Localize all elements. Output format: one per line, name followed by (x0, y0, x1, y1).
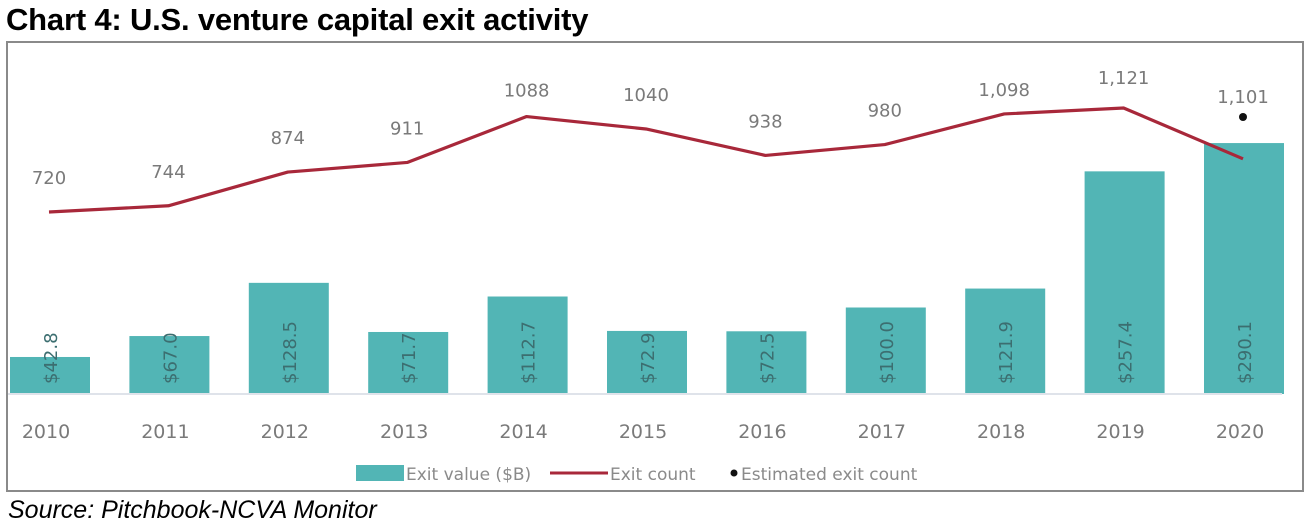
exit-count-line (48, 106, 1244, 214)
legend-swatch-exit-value (356, 465, 404, 481)
line-label-2016: 938 (748, 111, 782, 132)
x-tick-2020: 2020 (1216, 421, 1264, 443)
line-label-2012: 874 (271, 128, 305, 149)
line-label-2013: 911 (390, 118, 424, 139)
x-tick-2011: 2011 (141, 421, 189, 443)
x-tick-2019: 2019 (1096, 421, 1144, 443)
x-tick-2015: 2015 (619, 421, 667, 443)
bar-2018 (965, 288, 1046, 394)
bar-label-2016: $72.5 (757, 332, 778, 384)
bar-2010 (10, 356, 90, 394)
x-tick-2016: 2016 (738, 421, 786, 443)
x-tick-2014: 2014 (499, 421, 547, 443)
line-label-2014: 1088 (504, 81, 550, 102)
bar-labels: $42.8 $67.0 $128.5 $71.7 $112.7 $72.9 $72.5 $10… (41, 321, 1256, 384)
line-label-2018: 1,098 (978, 80, 1030, 101)
bar-label-2020: $290.1 (1235, 321, 1256, 384)
bar-label-2013: $71.7 (399, 332, 420, 384)
bar-2020 (1204, 143, 1284, 394)
x-tick-2017: 2017 (858, 421, 906, 443)
estimated-point-2020 (1239, 113, 1247, 121)
line-label-2017: 980 (868, 101, 902, 122)
chart-frame (6, 41, 1304, 492)
bar-label-2019: $257.4 (1116, 321, 1137, 384)
bar-label-2014: $112.7 (519, 321, 540, 384)
estimate-series: 1,101 (1217, 87, 1269, 121)
legend-label-estimated: Estimated exit count (741, 465, 918, 485)
x-tick-2010: 2010 (22, 421, 70, 443)
legend-swatch-estimated (730, 469, 738, 477)
line-label-2019: 1,121 (1098, 68, 1150, 89)
bar-2011 (129, 336, 210, 394)
line-label-2011: 744 (151, 162, 185, 183)
legend-label-exit-value: Exit value ($B) (406, 465, 531, 485)
bar-2015 (607, 330, 687, 394)
estimated-label-2020: 1,101 (1217, 87, 1269, 108)
line-label-2010: 720 (32, 168, 66, 189)
line-labels: 720 744 874 911 1088 1040 938 980 1,098 1,121 (32, 68, 1150, 189)
bar-label-2018: $121.9 (996, 321, 1017, 384)
x-tick-2018: 2018 (977, 421, 1025, 443)
bar-label-2010: $42.8 (41, 332, 62, 384)
legend: Exit value ($B) Exit count Estimated exi… (356, 465, 918, 485)
bar-label-2015: $72.9 (638, 332, 659, 384)
source-note: Source: Pitchbook-NCVA Monitor (8, 496, 377, 524)
bar-2017 (845, 307, 926, 394)
bar-2019 (1084, 171, 1165, 394)
x-axis-ticks: 2010 2011 2012 2013 2014 2015 2016 2017 2018 2019… (22, 421, 1264, 443)
bar-series (10, 143, 1284, 394)
x-tick-2013: 2013 (380, 421, 428, 443)
chart-title: Chart 4: U.S. venture capital exit activ… (6, 2, 589, 37)
bar-2013 (368, 331, 449, 394)
line-label-2015: 1040 (623, 85, 669, 106)
line-series (48, 106, 1244, 214)
bar-2014 (487, 296, 568, 394)
bar-2012 (248, 282, 329, 394)
x-tick-2012: 2012 (261, 421, 309, 443)
bar-label-2011: $67.0 (160, 332, 181, 384)
legend-label-exit-count: Exit count (610, 465, 696, 485)
bar-label-2017: $100.0 (877, 321, 898, 384)
bar-label-2012: $128.5 (280, 321, 301, 384)
bar-2016 (726, 331, 807, 394)
